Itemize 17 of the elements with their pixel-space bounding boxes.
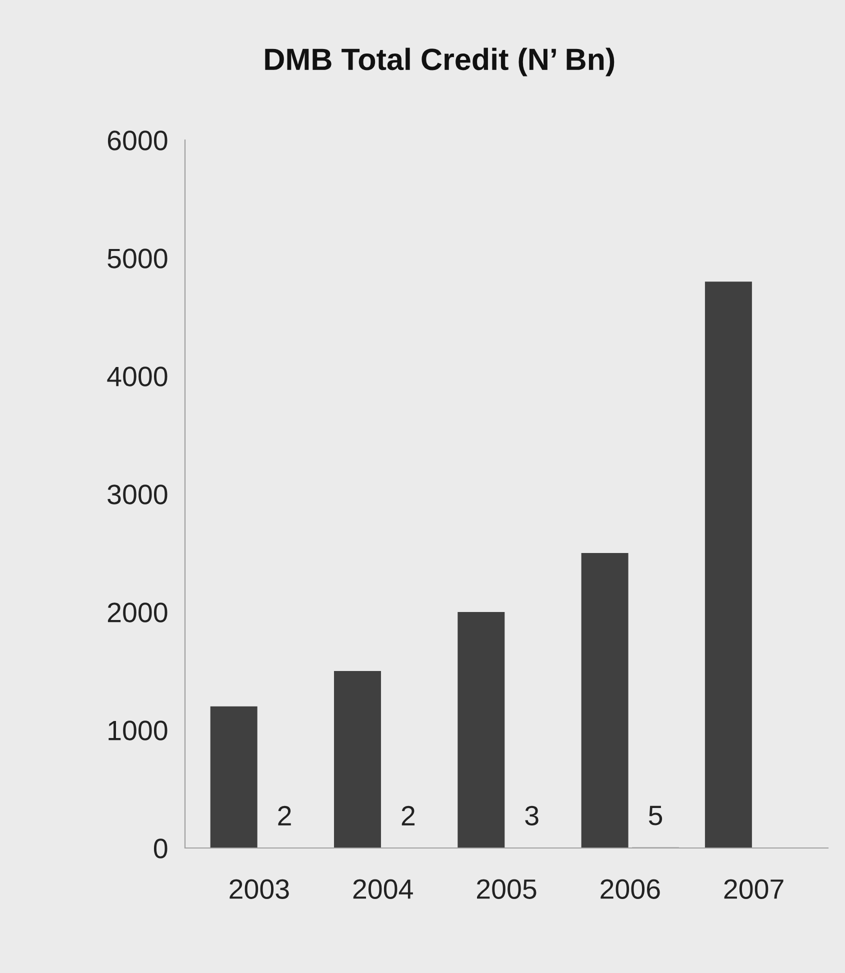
y-tick-label: 6000 — [108, 130, 168, 150]
y-tick-label: 0 — [154, 838, 168, 858]
chart-title: DMB Total Credit (N’ Bn) — [265, 48, 614, 76]
data-label: 2 — [402, 806, 415, 826]
x-tick-label: 2006 — [600, 879, 660, 899]
y-tick-label: 4000 — [107, 366, 168, 386]
y-tick-label: 5000 — [108, 248, 168, 268]
data-label: 3 — [525, 806, 538, 826]
x-tick-label: 2007 — [724, 879, 784, 899]
data-label: 5 — [648, 806, 662, 826]
x-tick-label: 2005 — [477, 879, 536, 899]
x-tick-label: 2004 — [353, 879, 413, 899]
x-tick-label: 2003 — [230, 879, 289, 899]
y-tick-label: 3000 — [108, 484, 168, 504]
y-tick-label: 2000 — [108, 602, 168, 622]
data-label: 2 — [278, 806, 291, 826]
y-tick-label: 1000 — [108, 720, 168, 740]
